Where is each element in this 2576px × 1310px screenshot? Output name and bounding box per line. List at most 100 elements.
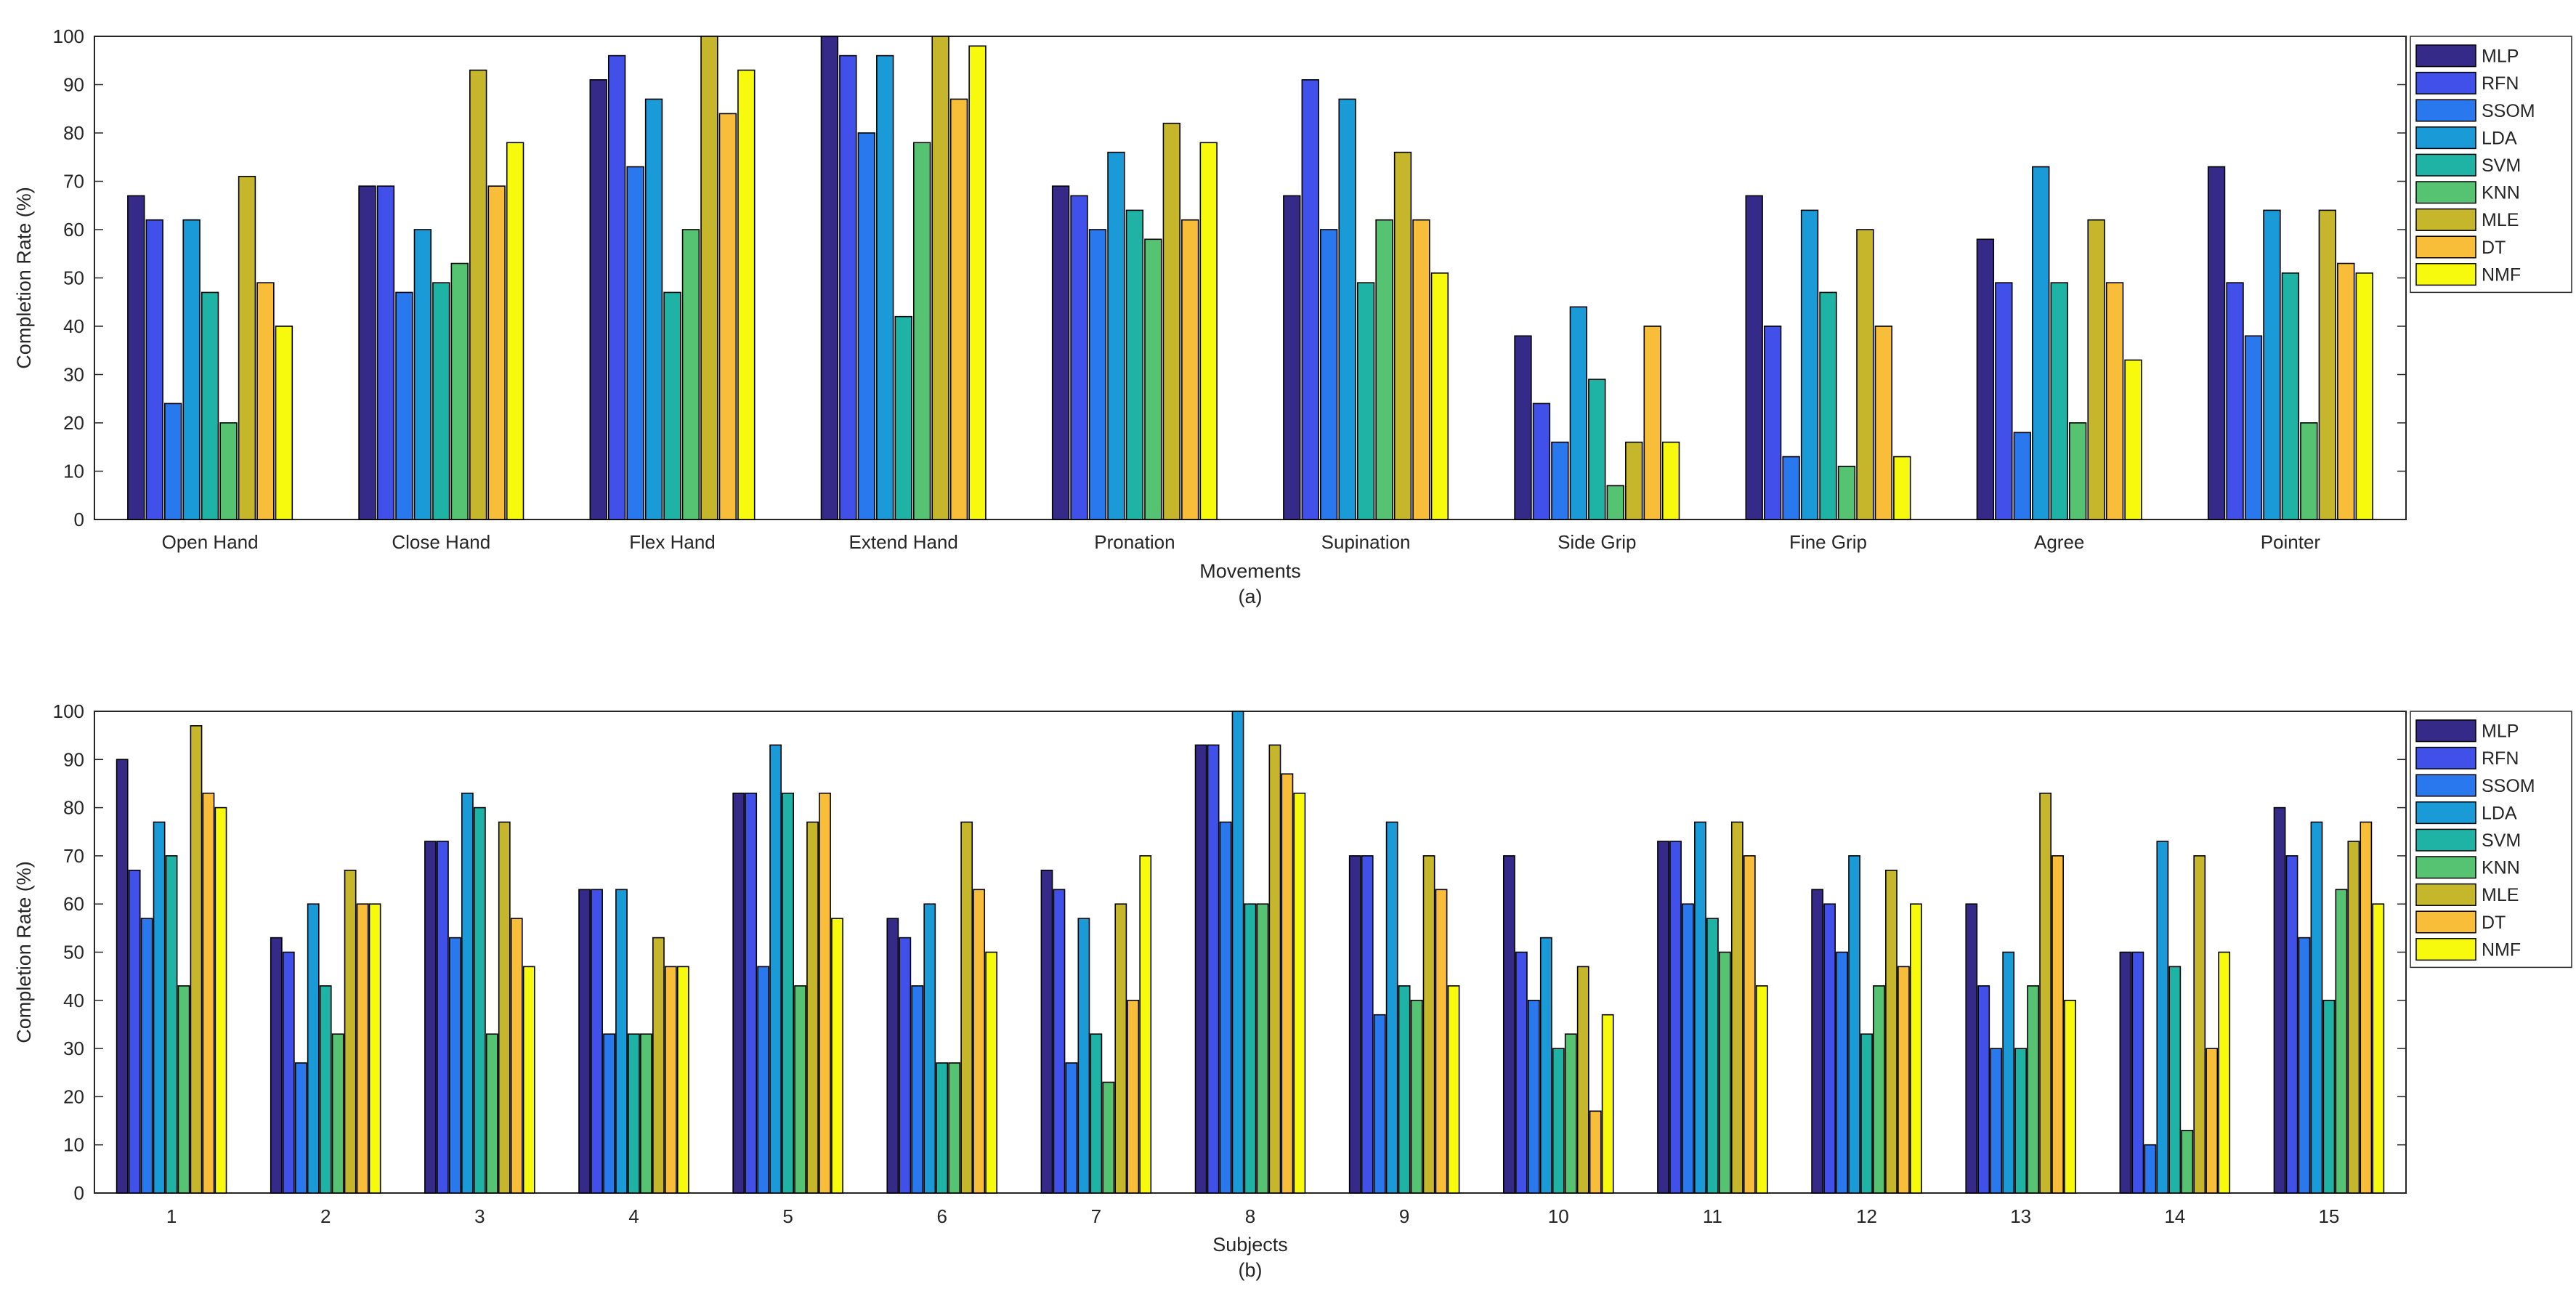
bar-ssom (1527, 1000, 1540, 1194)
x-tick-label: Close Hand (392, 531, 490, 553)
bar-ssom (603, 1033, 615, 1194)
x-tick-label: 7 (1091, 1205, 1101, 1227)
bar-knn (640, 1033, 652, 1194)
x-tick-label: 12 (1856, 1205, 1877, 1227)
bar-knn (2068, 422, 2087, 520)
bar-ssom (1320, 229, 1338, 520)
bar-mle (2318, 209, 2336, 520)
bar-svm (2322, 1000, 2336, 1194)
y-tick-label: 90 (63, 74, 84, 96)
bar-lda (2263, 209, 2281, 520)
bar-dt (718, 113, 737, 520)
bar-lda (1338, 98, 1356, 520)
bar-dt (256, 282, 275, 520)
y-tick-label: 10 (63, 461, 84, 482)
bar-mlp (2207, 166, 2226, 520)
bar-lda (2310, 821, 2323, 1194)
bar-knn (1606, 485, 1624, 520)
bar-ssom (1219, 821, 1232, 1194)
x-tick-label: Agree (2034, 531, 2084, 553)
bar-knn (1718, 951, 1731, 1194)
bar-svm (1552, 1048, 1565, 1194)
legend-swatch-rfn (2415, 71, 2476, 94)
x-tick-label: Extend Hand (849, 531, 958, 553)
bar-mle (806, 821, 819, 1194)
bar-dt (1589, 1110, 1602, 1194)
bar-mlp (1503, 855, 1515, 1194)
legend-label: LDA (2482, 128, 2517, 148)
bar-ssom (1682, 903, 1694, 1194)
bar-lda (615, 889, 628, 1194)
bar-lda (413, 229, 432, 520)
bar-knn (794, 985, 806, 1194)
bar-ssom (626, 166, 644, 520)
legend-label: KNN (2482, 858, 2520, 878)
y-tick-label: 0 (74, 509, 84, 530)
legend-label: SSOM (2482, 101, 2535, 121)
legend-swatch-mlp (2415, 44, 2476, 68)
bar-svm (1398, 985, 1411, 1194)
x-tick-label: Fine Grip (1789, 531, 1867, 553)
bar-ssom (2298, 937, 2311, 1194)
bar-dt (487, 185, 506, 520)
bar-mle (1268, 744, 1281, 1194)
bar-rfn (1301, 79, 1319, 520)
bar-rfn (2226, 282, 2244, 520)
bar-knn (1837, 466, 1856, 520)
bar-mle (1856, 229, 1874, 520)
bar-ssom (2013, 432, 2031, 520)
bar-nmf (1293, 792, 1306, 1194)
bar-mlp (1976, 238, 1995, 520)
bar-lda (182, 219, 201, 520)
bar-rfn (282, 951, 295, 1194)
x-tick-label: 8 (1245, 1205, 1255, 1227)
bar-rfn (1995, 282, 2013, 520)
bar-dt (664, 966, 677, 1194)
bar-mlp (578, 889, 591, 1194)
bar-ssom (1088, 229, 1107, 520)
bar-svm (201, 291, 219, 520)
bar-mle (931, 36, 949, 520)
bar-lda (1107, 151, 1125, 520)
legend-swatch-dt (2415, 910, 2476, 934)
chart-a-movements: 0 10 20 30 40 50 60 70 80 90 100 Open Hand Close Han… (13, 25, 2572, 607)
bar-rfn (128, 869, 141, 1194)
legend-label: MLE (2482, 210, 2519, 230)
legend-label: DT (2482, 913, 2506, 933)
y-tick-label: 20 (63, 1085, 84, 1107)
bar-dt (202, 792, 215, 1194)
legend-label: MLP (2482, 721, 2519, 742)
bar-nmf (1893, 456, 1911, 520)
bar-ssom (2244, 335, 2263, 520)
bar-ssom (1551, 441, 1569, 520)
bar-mlp (1514, 335, 1532, 520)
bar-nmf (1755, 985, 1768, 1194)
bar-dt (2206, 1048, 2219, 1194)
x-tick-label: Pronation (1094, 531, 1175, 553)
bar-lda (1848, 855, 1860, 1194)
x-tick-label: Flex Hand (629, 531, 716, 553)
bar-lda (2032, 166, 2050, 520)
bar-dt (973, 889, 986, 1194)
bar-mle (1576, 966, 1589, 1194)
bar-knn (2181, 1130, 2194, 1194)
legend-label: LDA (2482, 803, 2517, 823)
bar-knn (2300, 422, 2318, 520)
bar-ssom (395, 291, 413, 520)
legend-swatch-knn (2415, 181, 2476, 204)
bar-mle (1885, 869, 1897, 1194)
bar-nmf (1199, 142, 1218, 520)
bar-lda (1077, 918, 1090, 1194)
bar-mlp (1348, 855, 1361, 1194)
legend-label: DT (2482, 238, 2506, 258)
x-tick-label: 3 (474, 1205, 485, 1227)
bar-lda (307, 903, 320, 1194)
bar-knn (2335, 889, 2348, 1194)
bar-dt (1897, 966, 1910, 1194)
bar-dt (2337, 262, 2355, 520)
bar-rfn (1823, 903, 1836, 1194)
y-tick-label: 80 (63, 122, 84, 144)
bar-svm (1588, 379, 1606, 520)
bar-mlp (1040, 869, 1053, 1194)
bar-nmf (2124, 359, 2142, 520)
